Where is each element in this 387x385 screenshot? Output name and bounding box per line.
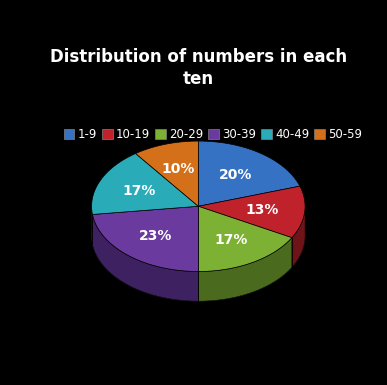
Text: 17%: 17% <box>123 184 156 198</box>
Polygon shape <box>92 214 199 301</box>
Text: 13%: 13% <box>245 203 279 217</box>
Text: Distribution of numbers in each
ten: Distribution of numbers in each ten <box>50 48 347 88</box>
Polygon shape <box>199 186 305 238</box>
Polygon shape <box>292 206 305 267</box>
Text: 23%: 23% <box>139 229 173 243</box>
Legend: 1-9, 10-19, 20-29, 30-39, 40-49, 50-59: 1-9, 10-19, 20-29, 30-39, 40-49, 50-59 <box>59 123 367 146</box>
Ellipse shape <box>92 171 305 301</box>
Text: 10%: 10% <box>162 162 195 176</box>
Text: 20%: 20% <box>219 167 253 182</box>
Polygon shape <box>199 206 292 271</box>
Polygon shape <box>199 238 292 301</box>
Polygon shape <box>135 141 199 206</box>
Polygon shape <box>199 141 300 206</box>
Polygon shape <box>92 206 199 271</box>
Polygon shape <box>92 154 199 214</box>
Text: 17%: 17% <box>214 233 248 247</box>
